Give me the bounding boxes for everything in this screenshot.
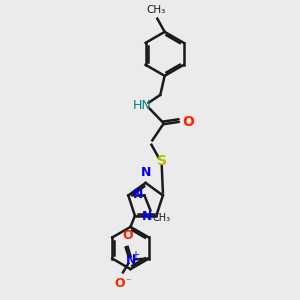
Text: O: O — [182, 115, 194, 129]
Text: O: O — [122, 230, 133, 242]
Text: CH₃: CH₃ — [153, 213, 171, 223]
Text: HN: HN — [133, 99, 152, 112]
Text: ⁻: ⁻ — [125, 277, 130, 287]
Text: N: N — [142, 210, 152, 223]
Text: N: N — [133, 188, 143, 201]
Text: +: + — [131, 250, 139, 260]
Text: S: S — [157, 154, 167, 169]
Text: N: N — [140, 166, 151, 179]
Text: O: O — [114, 277, 125, 290]
Text: CH₃: CH₃ — [146, 5, 166, 15]
Text: N: N — [125, 254, 136, 266]
